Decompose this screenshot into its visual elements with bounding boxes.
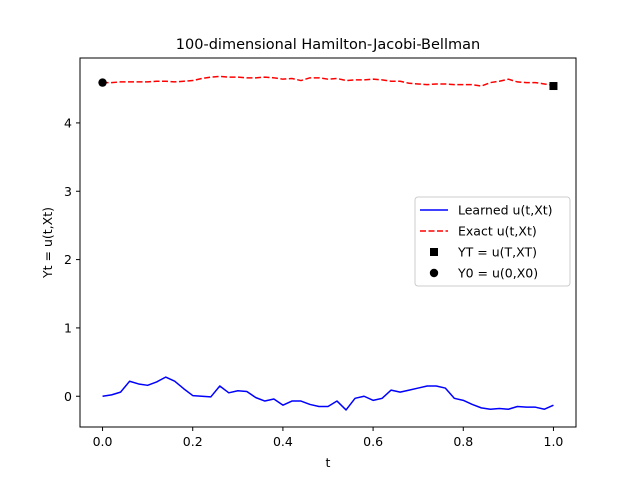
legend-entry-label-2: YT = u(T,XT) xyxy=(457,245,537,260)
axes-frame xyxy=(79,57,577,428)
x-tick-label-5: 1.0 xyxy=(544,434,564,449)
y-axis: 0 1 2 3 4 xyxy=(64,115,80,404)
y-axis-label: Yt = u(t,Xt) xyxy=(40,207,55,279)
legend-box xyxy=(414,196,571,287)
marker-square-0 xyxy=(549,82,558,91)
legend: Learned u(t,Xt) Exact u(t,Xt) YT = u(T,XT)… xyxy=(414,196,571,287)
legend-entry-label-3: Y0 = u(0,X0) xyxy=(457,266,538,281)
legend-swatch-circle-3 xyxy=(429,268,439,278)
y-tick-label-4: 4 xyxy=(64,115,72,130)
x-tick-label-3: 0.6 xyxy=(363,434,383,449)
y-tick-label-0: 0 xyxy=(64,389,72,404)
series-line-0 xyxy=(102,376,554,411)
legend-entry-label-1: Exact u(t,Xt) xyxy=(458,224,537,239)
y-tick-label-3: 3 xyxy=(64,184,72,199)
x-tick-label-1: 0.2 xyxy=(183,434,203,449)
legend-swatch-square-2 xyxy=(430,248,438,256)
series-line-1 xyxy=(102,75,554,87)
x-tick-label-2: 0.4 xyxy=(273,434,293,449)
legend-entry-label-0: Learned u(t,Xt) xyxy=(458,203,553,218)
x-tick-label-4: 0.8 xyxy=(453,434,473,449)
x-tick-label-0: 0.0 xyxy=(93,434,113,449)
chart-title: 100-dimensional Hamilton-Jacobi-Bellman xyxy=(176,37,480,53)
y-tick-label-1: 1 xyxy=(64,320,72,335)
plot-area xyxy=(98,75,558,411)
marker-circle-1 xyxy=(98,78,107,87)
y-tick-label-2: 2 xyxy=(64,252,72,267)
x-axis: 0.0 0.2 0.4 0.6 0.8 1.0 xyxy=(93,427,564,449)
x-axis-label: t xyxy=(326,455,331,470)
